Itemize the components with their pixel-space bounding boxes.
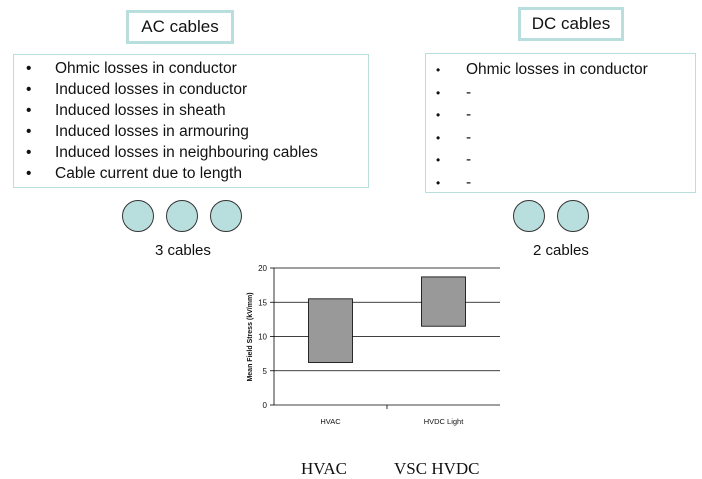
list-item: • Cable current due to length: [26, 163, 368, 184]
field-stress-chart: 0 5 10 15 20 HVAC HVDC Light Mean Field Stres…: [247, 264, 500, 426]
bullet-icon: •: [436, 175, 441, 190]
list-item-text: -: [466, 106, 472, 123]
cable-circle: [166, 200, 198, 232]
dc-title: DC cables: [531, 14, 611, 33]
list-item-text: -: [466, 83, 472, 101]
chart-x-ticks: HVAC HVDC Light: [320, 405, 464, 426]
list-item: • Induced losses in sheath: [26, 100, 368, 121]
list-item: • Induced losses in neighbouring cables: [26, 142, 368, 163]
dc-list: • Ohmic losses in conductor • - • - • - • - •…: [436, 59, 695, 194]
ac-title-box: AC cables: [126, 10, 234, 44]
list-item-text: Induced losses in conductor: [55, 81, 248, 98]
bullet-icon: •: [26, 60, 32, 77]
list-item: • -: [436, 82, 695, 105]
list-item-text: Cable current due to length: [55, 165, 242, 182]
bullet-icon: •: [436, 153, 441, 167]
bullet-icon: •: [26, 102, 32, 119]
list-item: • Induced losses in armouring: [26, 121, 368, 142]
ac-list-box: • Ohmic losses in conductor • Induced loss…: [13, 54, 369, 188]
list-item-text: -: [466, 128, 472, 146]
bottom-label-vsc-hvdc: VSC HVDC: [394, 459, 480, 478]
list-item-text: -: [466, 173, 472, 191]
bullet-icon: •: [436, 130, 441, 145]
dc-title-box: DC cables: [518, 7, 624, 41]
chart-bars: [308, 276, 466, 363]
list-item-text: Induced losses in armouring: [55, 123, 249, 140]
y-tick-label: 20: [258, 264, 267, 273]
bar-hvdc-light: [421, 276, 466, 327]
chart-y-axis-label: Mean Field Stress (kV/mm): [247, 292, 254, 381]
bullet-icon: •: [436, 108, 441, 122]
list-item-text: Ohmic losses in conductor: [55, 60, 237, 77]
list-item: • -: [436, 149, 695, 172]
x-tick-label: HVDC Light: [424, 417, 465, 426]
y-tick-label: 5: [263, 367, 268, 376]
y-tick-label: 0: [263, 401, 268, 410]
cable-circle: [122, 200, 154, 232]
bullet-icon: •: [26, 144, 32, 161]
list-item: • Ohmic losses in conductor: [436, 59, 695, 82]
list-item-text: -: [466, 151, 472, 168]
list-item: • -: [436, 127, 695, 150]
dc-caption: 2 cables: [533, 242, 589, 259]
y-tick-label: 10: [258, 333, 267, 342]
y-tick-label: 15: [258, 298, 267, 307]
bottom-label-hvac: HVAC: [301, 459, 347, 478]
chart-grid: [274, 267, 500, 372]
list-item: • -: [436, 172, 695, 195]
bullet-icon: •: [436, 63, 441, 77]
list-item-text: Induced losses in neighbouring cables: [55, 144, 318, 161]
ac-list: • Ohmic losses in conductor • Induced loss…: [26, 58, 368, 184]
bullet-icon: •: [26, 81, 32, 98]
bullet-icon: •: [26, 165, 32, 182]
cable-circle: [513, 200, 545, 232]
x-tick-label: HVAC: [320, 417, 341, 426]
ac-title: AC cables: [141, 17, 219, 36]
bullet-icon: •: [436, 85, 441, 100]
cable-circle: [557, 200, 589, 232]
list-item-text: Induced losses in sheath: [55, 102, 226, 119]
dc-list-box: • Ohmic losses in conductor • - • - • - • - •…: [425, 53, 696, 193]
bullet-icon: •: [26, 123, 32, 140]
ac-caption: 3 cables: [155, 242, 211, 259]
cable-circle: [210, 200, 242, 232]
list-item: • -: [436, 104, 695, 127]
list-item-text: Ohmic losses in conductor: [466, 61, 648, 78]
list-item: • Induced losses in conductor: [26, 79, 368, 100]
chart-y-ticks: 0 5 10 15 20: [258, 264, 274, 410]
list-item: • Ohmic losses in conductor: [26, 58, 368, 79]
bar-hvac: [308, 298, 353, 363]
